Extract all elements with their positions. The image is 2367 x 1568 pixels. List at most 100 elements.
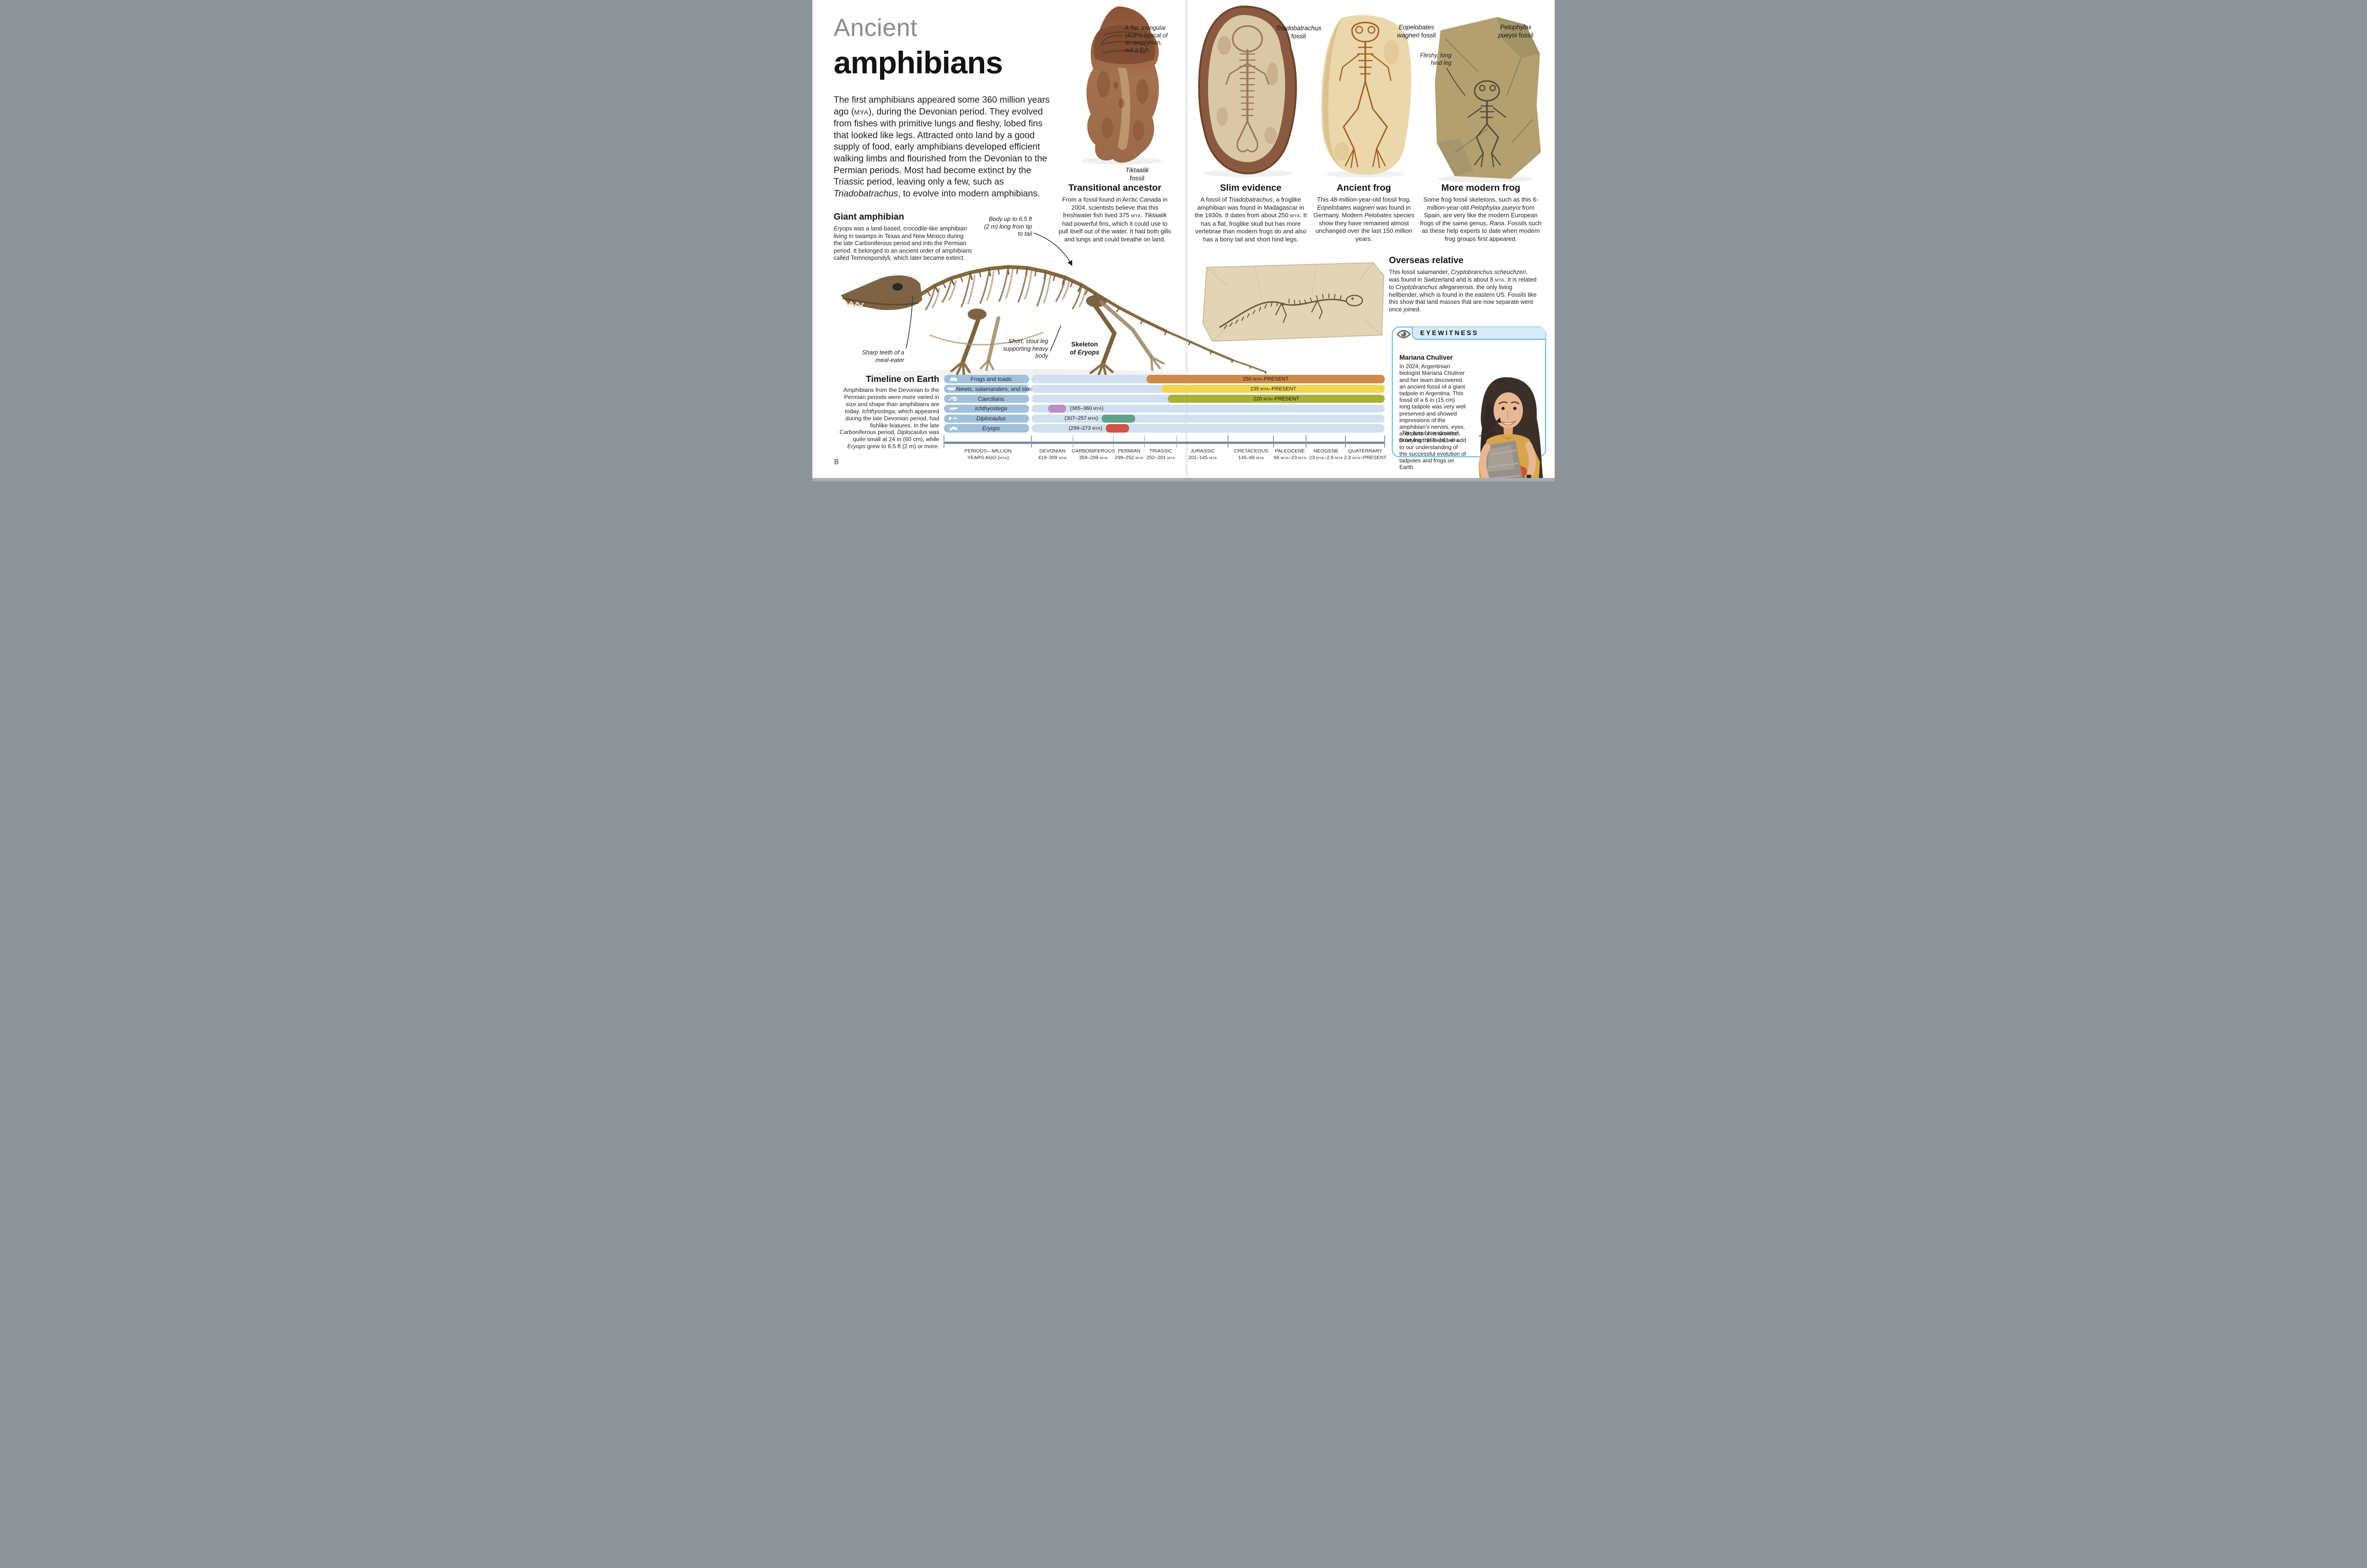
eryops-body-length-label: Body up to 6.5 ft (2 m) long from tip to… [984,216,1032,238]
overseas-relative-body: This fossil salamander, Cryptobranchus s… [1389,269,1537,313]
timeline-bar-label: 220 MYA–PRESENT [1253,396,1299,402]
timeline-row-label: Ichthyostega [975,405,1007,412]
timeline-row: Eryops (299–273 MYA) [944,424,1385,433]
eryops-skeleton-caption: Skeleton of Eryops [1069,341,1100,356]
slim-evidence-section: Slim evidence A fossil of Triadobatrachu… [1193,183,1308,244]
diplocaulus-icon [946,416,961,422]
eryops-icon [946,425,961,432]
timeline-period-label: NEOGENE 23 MYA–2.6 MYA [1309,448,1343,461]
page-title: Ancient amphibians [834,15,1061,79]
timeline-row-pill: Diplocaulus [944,414,1029,423]
slim-evidence-heading: Slim evidence [1219,183,1282,193]
triadobatrachus-fossil-label: Triadobatrachus fossil [1275,25,1322,40]
timeline-row-bar [1167,394,1385,403]
timeline-row-label: Frogs and toads [970,375,1012,382]
giant-amphibian-heading: Giant amphibian [834,212,904,222]
timeline-row-bar [1162,384,1385,393]
timeline-tick [1273,435,1274,448]
timeline-row-pill: Eryops [944,424,1029,433]
tiktaalik-fossil-photo [1081,6,1162,165]
transitional-ancestor-body: From a fossil found in Arctic Canada in … [1059,196,1171,243]
timeline-period-label: CRETACEOUS 145–66 MYA [1234,448,1268,461]
timeline-row-label: Eryops [982,425,1000,432]
timeline-row-label: Newts, salamanders, and sirens [956,385,1037,392]
timeline-row-track: 250 MYA–PRESENT [1032,375,1385,383]
ichthyostega-icon [946,406,961,412]
eyewitness-box: EYEWITNESS Mariana Chuliver [1392,327,1546,481]
timeline-heading: Timeline on Earth [866,374,939,384]
more-modern-frog-heading: More modern frog [1441,183,1521,193]
eryops-stout-leg-label: Short, stout leg supporting heavy body [1003,338,1048,360]
timeline-tick [943,435,944,448]
frog-icon [946,376,961,382]
timeline-period-label: QUATERNARY 2.6 MYA–PRESENT [1344,448,1387,461]
tiktaalik-skull-callout: A flat, triangular skull is typical of a… [1125,25,1168,53]
timeline-tick [1384,435,1385,448]
pelophylax-fossil-label: Pelophylax pueyoi fossil [1498,24,1534,39]
timeline-row: Diplocaulus (307–257 MYA) [944,414,1385,423]
timeline-period-label: TRIASSIC 252–201 MYA [1146,448,1175,461]
timeline-period-label: PERIODS—MILLION YEARS AGO (MYA) [964,448,1012,461]
timeline-row-track: 235 MYA–PRESENT [1032,384,1385,393]
timeline-tick [1072,435,1074,448]
timeline-period-label: CARBONIFEROUS 359–299 MYA [1071,448,1115,461]
timeline-bar-label: (299–273 MYA) [1068,425,1103,432]
triadobatrachus-fossil-photo [1198,5,1297,177]
transitional-ancestor-heading: Transitional ancestor [1068,183,1162,193]
timeline-row-label: Diplocaulus [976,415,1006,422]
timeline-tick [1144,435,1145,448]
tiktaalik-fossil-label: Tiktaalik fossil [1125,167,1149,182]
eyewitness-header: EYEWITNESS [1420,329,1479,337]
page-title-line2: amphibians [834,45,1003,80]
timeline-row-pill: Frogs and toads [944,375,1029,383]
book-spread: Ancient amphibians The first amphibians … [812,0,1555,481]
timeline-row: Newts, salamanders, and sirens 235 MYA–PR… [944,384,1385,393]
eyewitness-header-band: EYEWITNESS [1412,327,1546,340]
ancient-frog-section: Ancient frog This 48-million-year-old fo… [1313,183,1415,243]
fleshy-hind-leg-callout: Fleshy, long hind leg [1420,52,1451,66]
ancient-frog-body: This 48-million-year-old fossil frog, Eo… [1313,196,1415,242]
timeline-row-track: (307–257 MYA) [1032,414,1385,423]
giant-amphibian-section: Giant amphibian Eryops was a land-based,… [834,212,973,262]
eyewitness-body: In 2024, Argentinian biologist Mariana C… [1399,363,1466,471]
more-modern-frog-body: Some frog fossil skeletons, such as this… [1420,196,1542,242]
pelophylax-fossil-photo [1435,17,1541,183]
timeline-period-label: JURASSIC 201–145 MYA [1188,448,1217,461]
timeline-row: Frogs and toads 250 MYA–PRESENT [944,375,1385,383]
eyewitness-photo [1469,374,1544,481]
salamander-fossil-photo [1202,262,1385,342]
overseas-relative-heading: Overseas relative [1389,256,1464,266]
timeline-row-track: (365–360 MYA) [1032,404,1385,413]
timeline-period-label: PALEOCENE 66 MYA–23 MYA [1273,448,1307,461]
timeline-row-track: 220 MYA–PRESENT [1032,394,1385,403]
timeline-axis [944,442,1385,444]
eyewitness-fossil-caption: The fossil is estimated to be from 168–16… [1398,430,1461,443]
timeline-row-pill: Newts, salamanders, and sirens [944,384,1037,393]
timeline-period-label: PERMIAN 299–252 MYA [1114,448,1144,461]
timeline-row-bar [1048,404,1067,413]
giant-amphibian-body: Eryops was a land-based, crocodile-like … [834,225,972,262]
timeline-period-label: DEVONIAN 419–359 MYA [1038,448,1067,461]
timeline-tick [1345,435,1346,448]
eyewitness-content: Mariana Chuliver [1399,354,1544,481]
timeline-row-label: Caecilians [978,395,1005,402]
page-title-line1: Ancient [834,14,917,42]
eopelobates-fossil-label: Eopelobates wagneri fossil [1397,24,1436,39]
eye-icon [1396,330,1411,338]
transitional-ancestor-section: Transitional ancestor From a fossil foun… [1059,183,1171,244]
timeline-rows: Frogs and toads 250 MYA–PRESENT Newts, sal… [944,375,1385,433]
timeline-row-track: (299–273 MYA) [1032,424,1385,433]
timeline-row-bar [1106,424,1129,433]
timeline-bar-label: 235 MYA–PRESENT [1250,386,1297,392]
timeline-row-pill: Ichthyostega [944,404,1029,413]
newt-icon [946,386,956,392]
slim-evidence-body: A fossil of Triadobatrachus, a froglike … [1194,196,1307,243]
eyewitness-name: Mariana Chuliver [1399,354,1453,361]
timeline-bar-label: 250 MYA–PRESENT [1243,376,1289,382]
timeline-bar-label: (365–360 MYA) [1070,406,1103,412]
eopelobates-fossil-photo [1321,15,1412,177]
overseas-relative-section: Overseas relative This fossil salamander… [1389,256,1538,314]
timeline-tick [1176,435,1177,448]
timeline-section-caption: Timeline on Earth Amphibians from the De… [836,374,939,450]
intro-paragraph: The first amphibians appeared some 360 m… [834,95,1050,199]
